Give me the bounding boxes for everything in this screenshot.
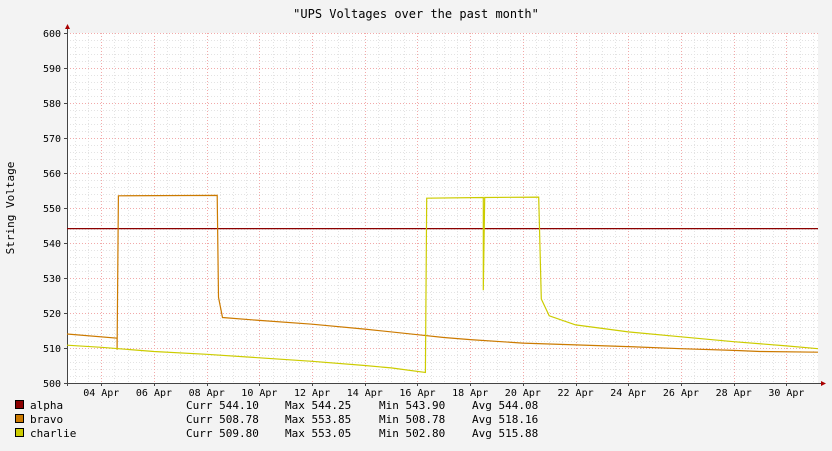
- x-axis-arrow: [821, 381, 826, 386]
- legend-curr-alpha: Curr 544.10: [186, 399, 259, 412]
- y-tick-label: 500: [43, 379, 61, 390]
- x-tick-label: 24 Apr: [610, 388, 646, 399]
- y-tick-label: 580: [43, 99, 61, 110]
- x-tick-label: 26 Apr: [663, 388, 699, 399]
- legend-max-charlie: Max 553.05: [285, 427, 351, 440]
- y-tick-label: 590: [43, 64, 61, 75]
- x-tick-label: 28 Apr: [716, 388, 752, 399]
- legend-max-bravo: Max 553.85: [285, 413, 351, 426]
- series-line-charlie: [66, 196, 819, 374]
- y-tick-label: 600: [43, 29, 61, 40]
- x-tick-label: 06 Apr: [136, 388, 172, 399]
- legend-swatch-alpha: [15, 400, 24, 409]
- legend-max-alpha: Max 544.25: [285, 399, 351, 412]
- x-tick-label: 30 Apr: [768, 388, 804, 399]
- x-tick-label: 08 Apr: [189, 388, 225, 399]
- legend-min-bravo: Min 508.78: [379, 413, 445, 426]
- legend-avg-alpha: Avg 544.08: [472, 399, 538, 412]
- series-line-bravo: [66, 194, 819, 353]
- legend-curr-bravo: Curr 508.78: [186, 413, 259, 426]
- legend-swatch-charlie: [15, 428, 24, 437]
- legend-min-charlie: Min 502.80: [379, 427, 445, 440]
- x-tick-label: 14 Apr: [347, 388, 383, 399]
- legend-avg-charlie: Avg 515.88: [472, 427, 538, 440]
- series-lines: [66, 194, 819, 374]
- y-tick-label: 540: [43, 239, 61, 250]
- x-tick-label: 18 Apr: [452, 388, 488, 399]
- grid: [67, 33, 818, 384]
- x-tick-label: 12 Apr: [294, 388, 330, 399]
- x-tick-label: 16 Apr: [399, 388, 435, 399]
- y-axis-arrow: [65, 24, 70, 29]
- legend-swatch-bravo: [15, 414, 24, 423]
- x-tick-label: 20 Apr: [505, 388, 541, 399]
- y-tick-label: 530: [43, 274, 61, 285]
- legend-label-charlie: charlie: [30, 427, 76, 440]
- chart-title: "UPS Voltages over the past month": [293, 7, 539, 21]
- x-tick-label: 10 Apr: [241, 388, 277, 399]
- legend-label-alpha: alpha: [30, 399, 63, 412]
- legend-curr-charlie: Curr 509.80: [186, 427, 259, 440]
- y-axis-label: String Voltage: [4, 162, 17, 255]
- y-tick-label: 510: [43, 344, 61, 355]
- y-tick-label: 560: [43, 169, 61, 180]
- legend: alpha Curr 544.10 Max 544.25 Min 543.90 Avg …: [15, 399, 538, 440]
- legend-min-alpha: Min 543.90: [379, 399, 445, 412]
- axes: 500 510 520 530 540 550 560 570 580 590 600 04 Apr 0…: [43, 24, 826, 399]
- legend-label-bravo: bravo: [30, 413, 63, 426]
- x-tick-label: 04 Apr: [83, 388, 119, 399]
- y-tick-label: 520: [43, 309, 61, 320]
- x-tick-label: 22 Apr: [558, 388, 594, 399]
- y-tick-label: 570: [43, 134, 61, 145]
- y-tick-label: 550: [43, 204, 61, 215]
- legend-avg-bravo: Avg 518.16: [472, 413, 538, 426]
